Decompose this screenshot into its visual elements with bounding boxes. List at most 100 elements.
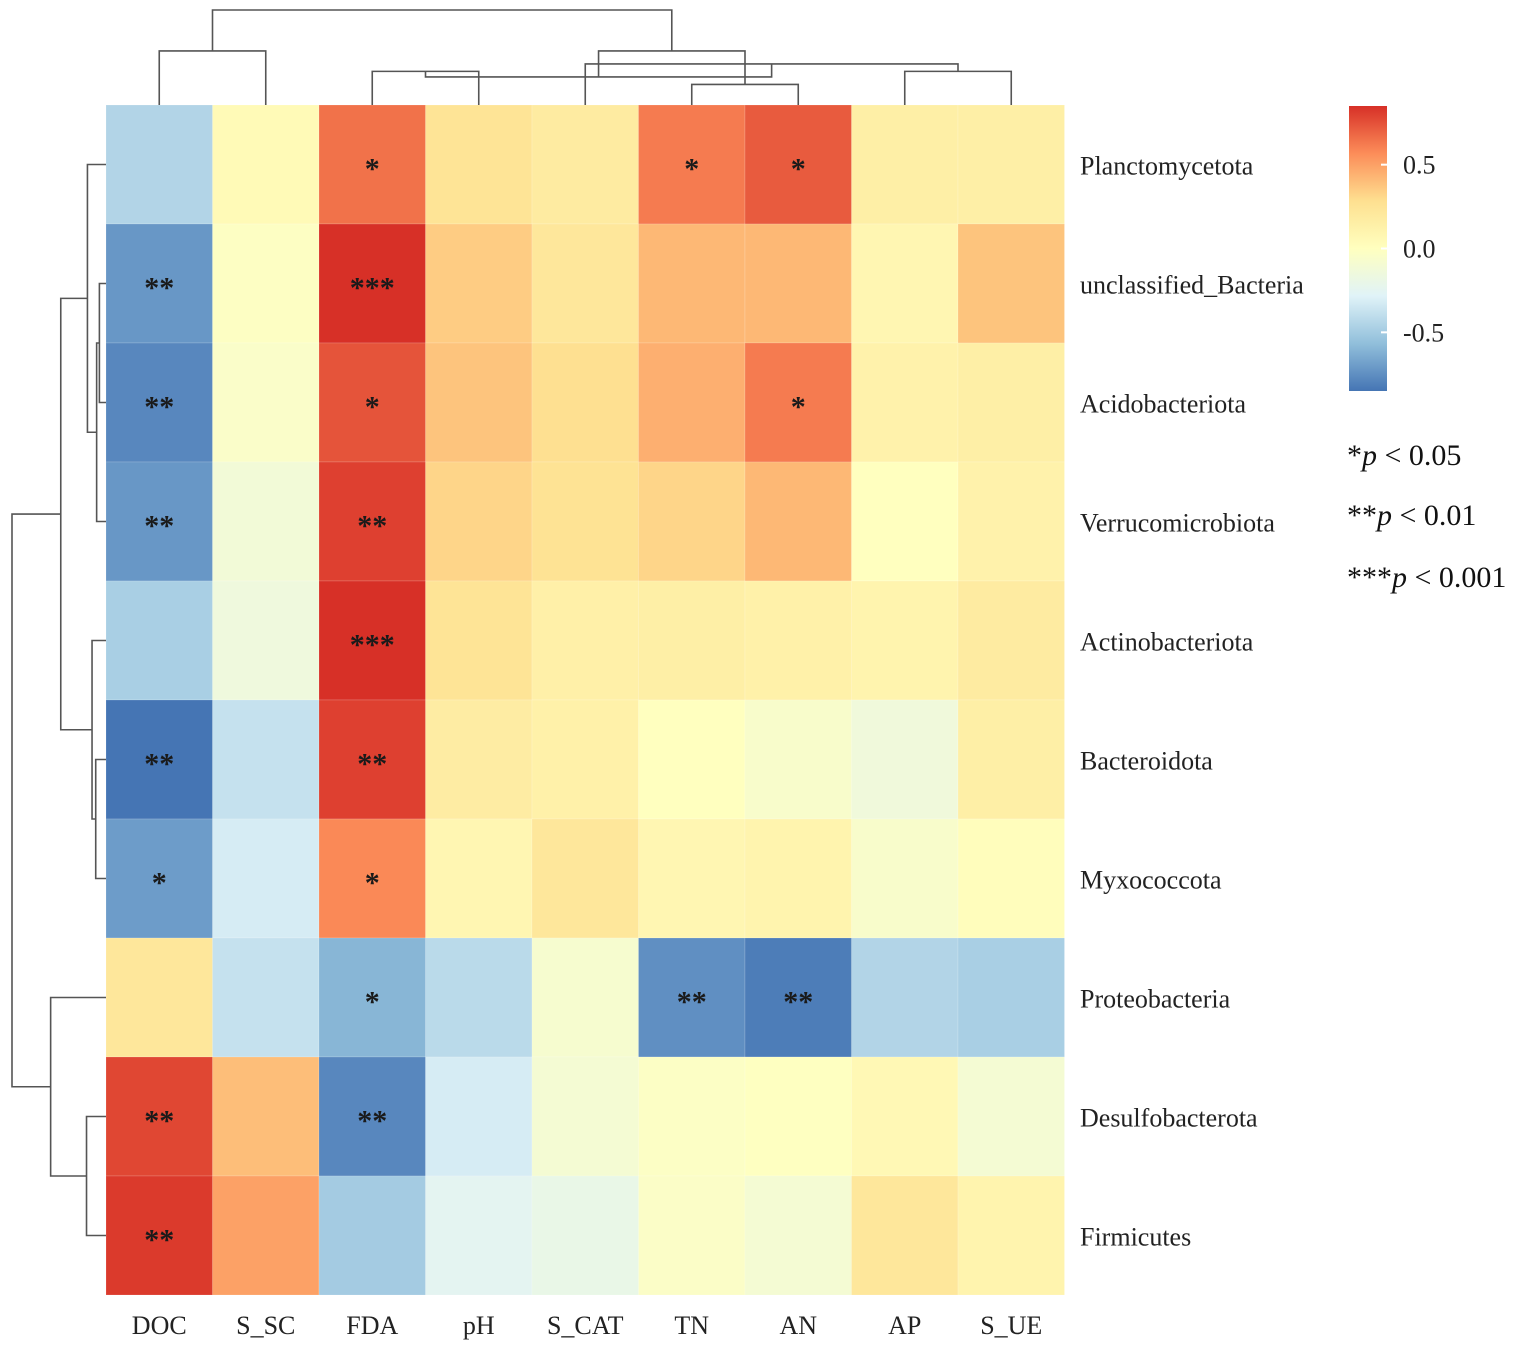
heatmap-cell — [638, 1175, 746, 1296]
colorbar-tick-label: 0.5 — [1403, 151, 1436, 180]
heatmap-cell — [744, 223, 852, 344]
row-label: Desulfobacterota — [1080, 1104, 1258, 1133]
row-label: Verrucomicrobiota — [1080, 509, 1275, 538]
column-label: FDA — [346, 1311, 398, 1340]
heatmap-cell — [105, 937, 213, 1058]
heatmap-cell — [531, 1175, 639, 1296]
heatmap-cell — [105, 818, 213, 939]
heatmap-cell — [531, 342, 639, 463]
colorbar-tick-label: -0.5 — [1403, 318, 1444, 347]
significance-star: ** — [783, 986, 813, 1019]
heatmap-cell — [957, 699, 1065, 820]
heatmap-cell — [744, 699, 852, 820]
significance-star: * — [365, 153, 380, 186]
heatmap-cell — [744, 342, 852, 463]
heatmap-cell — [318, 699, 426, 820]
significance-star: ** — [144, 748, 174, 781]
significance-star: * — [365, 867, 380, 900]
column-labels: DOC S_SC FDA pH S_CAT TN AN AP S_UE — [132, 1311, 1043, 1340]
row-label: Bacteroidota — [1080, 747, 1213, 776]
heatmap-cell — [638, 461, 746, 582]
colorbar-tick-label: 0.0 — [1403, 235, 1436, 264]
heatmap-cell — [744, 580, 852, 701]
significance-stars: * * *** ***** * *** ******* *** ** ** **** **** — [144, 153, 813, 1257]
heatmap-cell — [957, 342, 1065, 463]
heatmap-cell — [851, 461, 959, 582]
row-label: Proteobacteria — [1080, 985, 1231, 1014]
significance-star: * — [791, 391, 806, 424]
significance-star: ** — [677, 986, 707, 1019]
significance-star: * — [684, 153, 699, 186]
column-label: TN — [674, 1311, 709, 1340]
heatmap-cell — [851, 104, 959, 225]
dendrogram-branch — [98, 282, 106, 404]
heatmap-cell — [851, 937, 959, 1058]
column-label: AN — [779, 1311, 817, 1340]
heatmap-cell — [212, 104, 320, 225]
heatmap-cell — [212, 937, 320, 1058]
colorbar: 0.5 0.0 -0.5 — [1349, 106, 1444, 391]
heatmap-cell — [425, 1056, 533, 1177]
row-dendrogram — [11, 163, 106, 1237]
heatmap-cell — [318, 818, 426, 939]
heatmap-cell — [638, 223, 746, 344]
column-label: S_CAT — [547, 1311, 624, 1340]
heatmap-cell — [425, 580, 533, 701]
dendrogram-branch — [94, 758, 106, 880]
significance-star: ** — [144, 510, 174, 543]
dendrogram-branch — [211, 9, 673, 51]
significance-star: ** — [144, 391, 174, 424]
significance-star: ** — [357, 748, 387, 781]
heatmap-cell — [851, 223, 959, 344]
column-label: S_SC — [236, 1311, 295, 1340]
significance-legend: *p < 0.05 **p < 0.01 ***p < 0.001 — [1347, 439, 1506, 594]
heatmap-cell — [957, 818, 1065, 939]
heatmap-cell — [744, 1056, 852, 1177]
significance-star: *** — [350, 272, 395, 305]
heatmap-cell — [638, 699, 746, 820]
row-label: Planctomycetota — [1080, 152, 1254, 181]
heatmap-cell — [212, 1056, 320, 1177]
row-label: unclassified_Bacteria — [1080, 271, 1304, 300]
heatmap-cell — [957, 461, 1065, 582]
heatmap-cell — [851, 342, 959, 463]
heatmap-cell — [212, 580, 320, 701]
heatmap-cell — [105, 1056, 213, 1177]
heatmap-cell — [425, 223, 533, 344]
heatmap-cell — [638, 580, 746, 701]
heatmap-cell — [957, 104, 1065, 225]
dendrogram-branch — [597, 50, 746, 85]
dendrogram-branch — [158, 50, 267, 105]
significance-star: ** — [357, 1105, 387, 1138]
heatmap-cell — [212, 223, 320, 344]
heatmap-cell — [744, 1175, 852, 1296]
heatmap-cell — [531, 580, 639, 701]
dendrogram-branch — [49, 996, 106, 1177]
heatmap-cell — [851, 818, 959, 939]
heatmap-cell — [531, 818, 639, 939]
heatmap-cell — [212, 699, 320, 820]
heatmap-cell — [957, 1056, 1065, 1177]
heatmap-cell — [638, 342, 746, 463]
heatmap-cell — [212, 342, 320, 463]
heatmap-cell — [425, 818, 533, 939]
heatmap-cell — [425, 461, 533, 582]
row-label: Acidobacteriota — [1080, 390, 1246, 419]
heatmap-cell — [212, 461, 320, 582]
heatmap-cell — [425, 342, 533, 463]
heatmap-cell — [744, 937, 852, 1058]
heatmap-cell — [531, 104, 639, 225]
dendrogram-branch — [91, 639, 106, 820]
heatmap-cell — [851, 1056, 959, 1177]
significance-star: * — [365, 986, 380, 1019]
heatmap-cell — [318, 104, 426, 225]
significance-star: ** — [144, 1105, 174, 1138]
heatmap-cell — [638, 937, 746, 1058]
heatmap-cell — [318, 1056, 426, 1177]
heatmap-cell — [318, 461, 426, 582]
heatmap-cell — [318, 1175, 426, 1296]
dendrogram-branch — [95, 342, 106, 523]
significance-star: * — [365, 391, 380, 424]
row-label: Firmicutes — [1080, 1223, 1191, 1252]
